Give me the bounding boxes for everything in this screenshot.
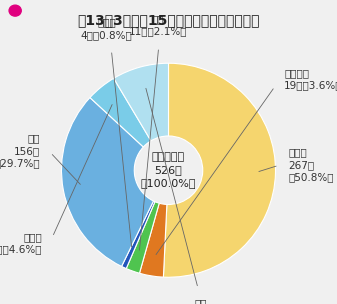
Text: 図13－3　平成15年度末派遣先地域別状況: 図13－3 平成15年度末派遣先地域別状況	[77, 14, 260, 28]
Text: 派遣者総数
526人
（100.0%）: 派遣者総数 526人 （100.0%）	[141, 152, 196, 188]
Wedge shape	[61, 98, 153, 266]
Text: 大洋州
4人（0.8%）: 大洋州 4人（0.8%）	[81, 17, 132, 40]
Text: 北米
45人
（8.6%）: 北米 45人 （8.6%）	[181, 299, 220, 304]
Wedge shape	[163, 63, 276, 277]
Wedge shape	[90, 78, 151, 147]
Wedge shape	[114, 63, 168, 141]
Text: アジア
267人
（50.8%）: アジア 267人 （50.8%）	[288, 147, 334, 182]
Text: 欧州
156人
（29.7%）: 欧州 156人 （29.7%）	[0, 133, 40, 168]
Wedge shape	[126, 202, 159, 273]
Wedge shape	[140, 203, 167, 277]
Text: 中東
11人（2.1%）: 中東 11人（2.1%）	[128, 14, 187, 36]
Text: 中南米
24人（4.6%）: 中南米 24人（4.6%）	[0, 232, 42, 254]
Wedge shape	[122, 201, 155, 268]
Text: アフリカ
19人（3.6%）: アフリカ 19人（3.6%）	[284, 68, 337, 91]
